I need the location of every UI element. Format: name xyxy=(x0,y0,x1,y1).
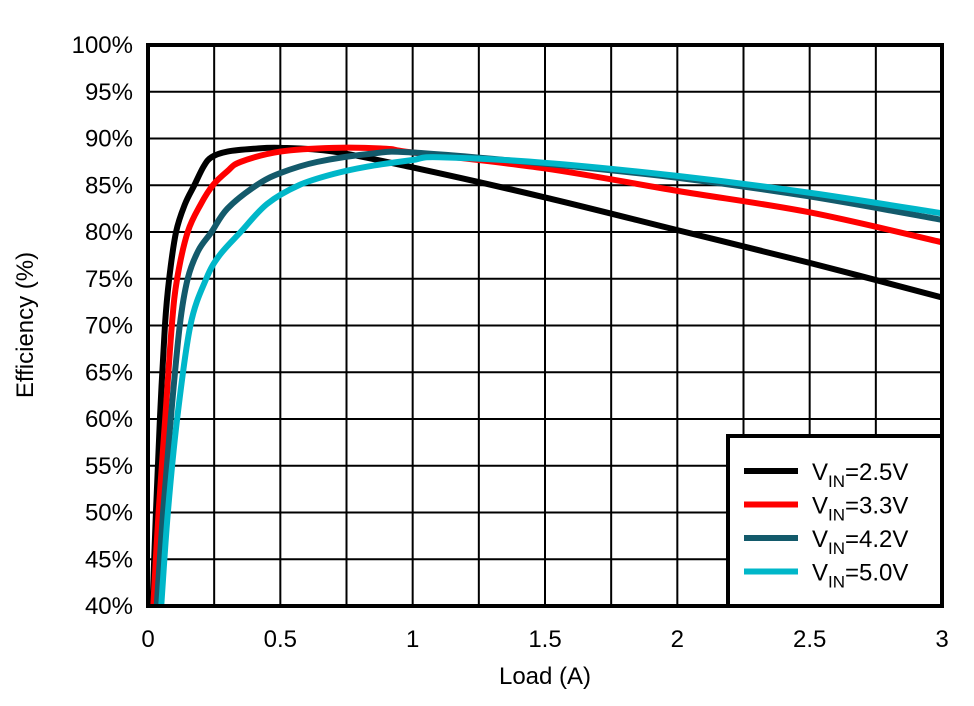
plot-frame xyxy=(146,43,944,608)
x-tick-label: 2.5 xyxy=(793,626,826,653)
x-tick-label: 1.5 xyxy=(528,626,561,653)
legend-label: VIN=3.3V xyxy=(812,493,908,525)
legend-box xyxy=(726,434,944,608)
y-tick-label: 50% xyxy=(85,500,133,527)
y-tick-label: 45% xyxy=(85,546,133,573)
x-tick-label: 0 xyxy=(141,626,154,653)
y-tick-labels: 40% 45% 50% 55% 60% 65% 70% 75% 80% 85% 90% 95% 100% xyxy=(72,32,133,620)
y-tick-label: 100% xyxy=(72,32,133,59)
y-tick-label: 65% xyxy=(85,359,133,386)
x-tick-label: 0.5 xyxy=(264,626,297,653)
y-tick-label: 95% xyxy=(85,79,133,106)
series-line-0 xyxy=(149,144,942,606)
series-line-1 xyxy=(150,144,942,606)
y-axis-label: Efficiency (%) xyxy=(12,252,39,398)
x-tick-label: 3 xyxy=(935,626,948,653)
x-tick-label: 1 xyxy=(406,626,419,653)
x-tick-labels: 0 0.5 1 1.5 2 2.5 3 xyxy=(141,626,948,653)
y-tick-label: 80% xyxy=(85,219,133,246)
y-tick-label: 55% xyxy=(85,453,133,480)
x-axis-label: Load (A) xyxy=(499,663,591,690)
legend-label: VIN=4.2V xyxy=(812,526,908,558)
series-group xyxy=(149,144,942,606)
y-tick-label: 40% xyxy=(85,593,133,620)
x-tick-label: 2 xyxy=(671,626,684,653)
y-tick-label: 60% xyxy=(85,406,133,433)
legend-label: VIN=2.5V xyxy=(812,459,908,491)
legend-label: VIN=5.0V xyxy=(812,560,908,592)
y-tick-label: 90% xyxy=(85,126,133,153)
series-line-3 xyxy=(158,154,942,606)
y-tick-label: 70% xyxy=(85,313,133,340)
y-tick-label: 85% xyxy=(85,172,133,199)
y-tick-label: 75% xyxy=(85,266,133,293)
